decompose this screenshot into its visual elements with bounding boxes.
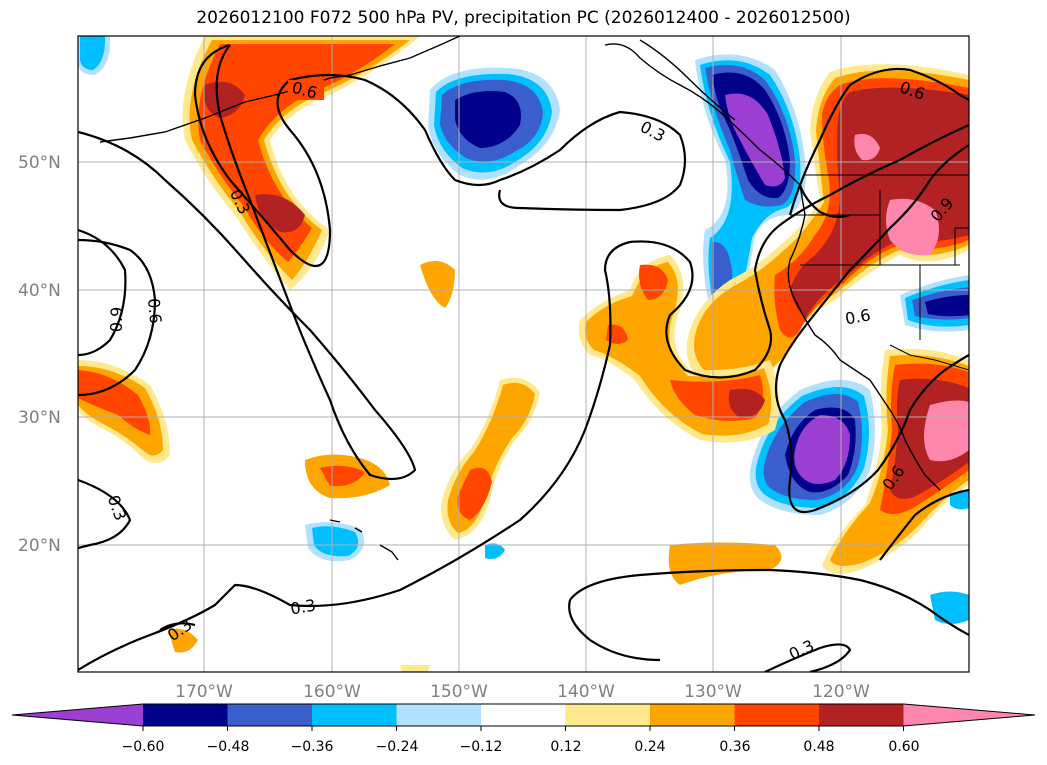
positive-anomaly-small2-core xyxy=(320,465,365,487)
colorbar-tick-label: 0.24 xyxy=(634,739,665,755)
positive-anomaly-ne-peak2 xyxy=(854,133,880,161)
colorbar-segment xyxy=(565,704,651,726)
positive-anomaly-se-peak xyxy=(924,400,969,462)
borders xyxy=(790,174,969,371)
contour-label: 0.3 xyxy=(289,595,317,618)
colorbar-segment xyxy=(819,704,904,726)
lon-label-120w: 120°W xyxy=(812,682,870,702)
positive-anomaly-subtropical-3 xyxy=(457,467,492,520)
lon-axis: 170°W 160°W 150°W 140°W 130°W 120°W xyxy=(175,682,870,702)
positive-anomaly-nw-core1 xyxy=(204,81,245,118)
negative-anomaly-bc-peak xyxy=(725,93,785,187)
contour-label: 0.6 xyxy=(144,297,165,324)
positive-anomaly-small4 xyxy=(168,628,198,653)
colorbar-tick-label: −0.12 xyxy=(460,739,503,755)
colorbar-segment xyxy=(227,704,313,726)
colorbar-tick-label: −0.60 xyxy=(122,739,165,755)
map-title: 2026012100 F072 500 hPa PV, precipitatio… xyxy=(196,8,851,28)
colorbar-ticks: −0.60 −0.48 −0.36 −0.24 −0.12 0.12 0.24 … xyxy=(122,739,920,755)
colorbar xyxy=(11,703,1036,731)
pv-contours xyxy=(78,43,969,672)
lat-axis: 50°N 40°N 30°N 20°N xyxy=(18,153,61,556)
negative-anomaly-goa-core xyxy=(455,91,521,148)
positive-anomaly-small5 xyxy=(400,665,430,672)
negative-anomaly-se-corner xyxy=(930,591,969,624)
colorbar-extend-max xyxy=(903,704,1035,726)
graticule xyxy=(78,36,969,672)
colorbar-tick-label: 0.36 xyxy=(719,739,750,755)
plot-frame xyxy=(77,35,970,673)
lat-label-20n: 20°N xyxy=(18,536,61,556)
negative-anomaly-east-core xyxy=(925,295,969,317)
colorbar-segment xyxy=(396,704,482,726)
contour-label: 0.9 xyxy=(107,306,127,332)
precip-shading xyxy=(78,36,969,672)
negative-anomaly-nw-corner-2 xyxy=(80,36,106,70)
positive-anomaly-central-3 xyxy=(639,264,668,300)
lon-label-150w: 150°W xyxy=(430,682,488,702)
negative-anomaly-hawaii-2 xyxy=(312,526,359,557)
lat-label-50n: 50°N xyxy=(18,153,61,173)
lon-label-170w: 170°W xyxy=(175,682,233,702)
colorbar-segment xyxy=(143,704,228,726)
colorbar-tick-label: 0.12 xyxy=(550,739,581,755)
positive-anomaly-nw-strong xyxy=(198,44,395,262)
colorbar-segment xyxy=(481,704,566,726)
positive-anomaly-nw-core2 xyxy=(255,194,305,233)
negative-anomaly-small-hawaii xyxy=(485,543,505,559)
negative-anomaly-sw-peak xyxy=(794,415,850,484)
positive-anomaly-ne-peak1 xyxy=(886,198,939,256)
positive-anomaly-small1 xyxy=(420,261,455,308)
colorbar-segment xyxy=(734,704,820,726)
lat-label-40n: 40°N xyxy=(18,281,61,301)
colorbar-tick-label: −0.36 xyxy=(291,739,334,755)
colorbar-segment xyxy=(650,704,735,726)
colorbar-segment xyxy=(312,704,397,726)
colorbar-tick-label: 0.48 xyxy=(803,739,834,755)
lat-label-30n: 30°N xyxy=(18,408,61,428)
negative-anomaly-se-small xyxy=(950,490,969,510)
contour-label: 0.6 xyxy=(844,305,872,328)
colorbar-tick-label: 0.60 xyxy=(888,739,919,755)
lon-label-130w: 130°W xyxy=(684,682,742,702)
colorbar-extend-min xyxy=(12,704,143,726)
lon-label-140w: 140°W xyxy=(557,682,615,702)
positive-anomaly-small3 xyxy=(668,542,782,585)
colorbar-tick-label: −0.24 xyxy=(376,739,419,755)
colorbar-tick-label: −0.48 xyxy=(207,739,250,755)
lon-label-160w: 160°W xyxy=(303,682,361,702)
positive-anomaly-west-3 xyxy=(78,370,151,435)
positive-anomaly-central-5 xyxy=(728,388,765,418)
